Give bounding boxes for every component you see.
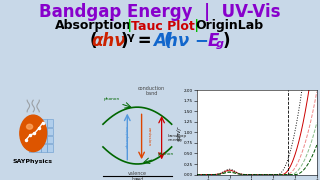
Text: Absorption: Absorption (55, 19, 132, 33)
Text: =: = (132, 32, 157, 50)
Text: valence
band: valence band (128, 171, 147, 180)
Ellipse shape (27, 124, 33, 129)
Text: E: E (208, 32, 219, 50)
Bar (29, 119, 35, 127)
Text: A: A (153, 32, 166, 50)
Bar (29, 136, 35, 143)
Text: SAYPhysics: SAYPhysics (12, 159, 52, 164)
Text: phonon: phonon (103, 97, 120, 101)
Text: g: g (216, 39, 224, 49)
Text: k: k (135, 178, 139, 180)
Text: hν −: hν − (166, 32, 214, 50)
Text: absorption: absorption (125, 125, 129, 148)
Text: Bandgap Energy  |  UV-Vis: Bandgap Energy | UV-Vis (39, 3, 281, 21)
Text: αhν: αhν (92, 32, 126, 50)
Text: |: | (123, 19, 136, 33)
Bar (41, 128, 47, 135)
Bar (35, 128, 41, 135)
Bar (41, 136, 47, 143)
Text: (: ( (163, 32, 171, 50)
Text: conduction
band: conduction band (138, 86, 165, 96)
Text: OriginLab: OriginLab (196, 19, 264, 33)
Bar (47, 119, 53, 127)
Text: bandgap
energy: bandgap energy (167, 134, 187, 142)
Bar (29, 144, 35, 152)
Bar (41, 144, 47, 152)
Text: |: | (189, 19, 203, 33)
Text: Tauc Plot: Tauc Plot (131, 19, 195, 33)
Text: emission: emission (147, 127, 150, 146)
Bar (29, 128, 35, 135)
Bar (35, 136, 41, 143)
Bar (41, 119, 47, 127)
Y-axis label: (αhν)²: (αhν)² (177, 125, 182, 140)
Bar (47, 136, 53, 143)
Text: ): ) (121, 32, 128, 50)
Circle shape (20, 115, 47, 152)
Text: (: ( (90, 32, 97, 50)
Bar (47, 128, 53, 135)
Text: γ: γ (127, 32, 134, 42)
Bar (35, 119, 41, 127)
Bar (47, 144, 53, 152)
Bar (35, 144, 41, 152)
Text: phonon: phonon (157, 152, 173, 156)
Text: ): ) (223, 32, 230, 50)
